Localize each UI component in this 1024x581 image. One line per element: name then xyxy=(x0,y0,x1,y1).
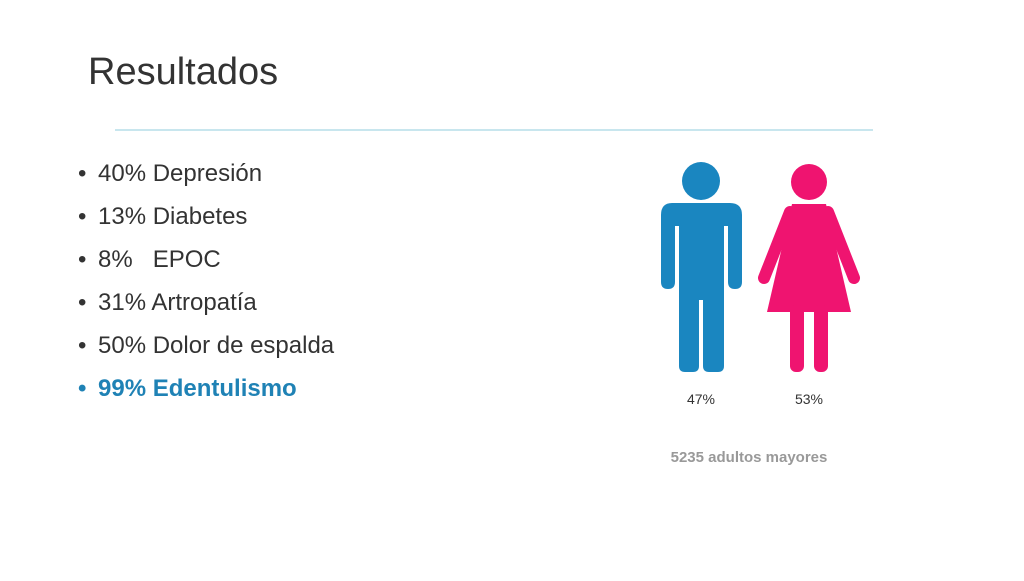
caption: 5235 adultos mayores xyxy=(671,449,828,466)
bullet-item: 50% Dolor de espalda xyxy=(98,332,335,359)
bullet-item: 40% Depresión xyxy=(98,160,262,187)
bullet-item: 99% Edentulismo xyxy=(98,375,297,402)
bullet-item: 13% Diabetes xyxy=(98,203,247,230)
bullet-dot: • xyxy=(78,332,86,359)
figure-label: 53% xyxy=(795,391,823,407)
figure-label: 47% xyxy=(687,391,715,407)
woman-icon xyxy=(758,164,860,372)
bullet-list: • 40% Depresión • 13% Diabetes • 8% EPOC… xyxy=(78,160,335,402)
bullet-dot: • xyxy=(78,203,86,230)
bullet-dot: • xyxy=(78,160,86,187)
bullet-dot: • xyxy=(78,289,86,316)
bullet-item: 8% EPOC xyxy=(98,246,221,273)
bullet-item: 31% Artropatía xyxy=(98,289,257,316)
slide-title: Resultados xyxy=(88,51,278,93)
bullet-dot: • xyxy=(78,375,86,402)
bullet-dot: • xyxy=(78,246,86,273)
man-icon xyxy=(661,162,742,372)
